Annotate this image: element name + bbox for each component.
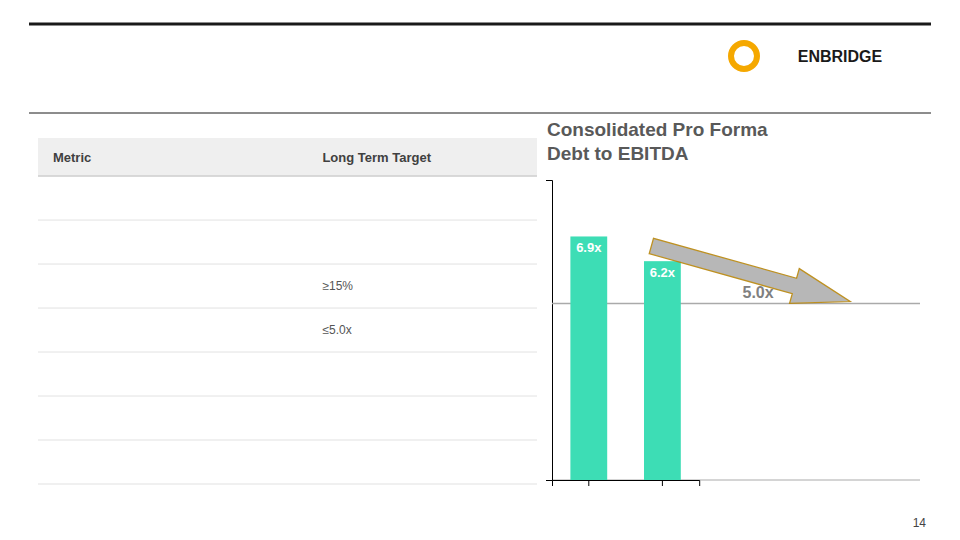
x-tick: [662, 480, 663, 486]
table-header: Metric: [53, 150, 91, 165]
x-tick-mark: [588, 480, 589, 486]
table-row-rule: [38, 264, 537, 265]
table-cell: ≤5.0x: [322, 323, 351, 337]
logo-text: ENBRIDGE: [798, 48, 883, 65]
second-rule: [29, 113, 931, 114]
table-row-rule: [38, 220, 537, 221]
x-axis-line: [553, 481, 700, 487]
x-axis: [553, 480, 700, 486]
table-cell: ≥15%: [322, 279, 353, 293]
page: ENBRIDGE Metric Long Term Target ≥15% ≤5.0x C…: [0, 0, 960, 540]
table: Metric Long Term Target ≥15% ≤5.0x: [38, 138, 537, 484]
y-axis: [546, 181, 553, 481]
table-row-rule: [38, 308, 537, 309]
y-axis-line: [546, 181, 553, 481]
plot: 6.9x 6.2x 5.0x: [546, 181, 920, 487]
bar: [570, 236, 607, 480]
data-label: 6.9x: [576, 240, 602, 255]
table-header: Long Term Target: [322, 150, 431, 165]
page-number: 14: [913, 516, 927, 530]
table-header-rule: [38, 176, 537, 177]
logo-mark: [731, 43, 757, 69]
x-tick-mark: [662, 480, 663, 486]
table-row-rule: [38, 352, 537, 353]
marks: [552, 236, 920, 480]
subtitle: Debt to EBITDA: [547, 143, 689, 164]
title: Consolidated Pro Forma: [547, 119, 768, 140]
target-line: [552, 303, 920, 305]
bar: [644, 261, 681, 480]
target-label: 5.0x: [743, 284, 774, 301]
table-row-rule: [38, 396, 537, 397]
table-header-bg: [38, 138, 537, 176]
data-label: 6.2x: [650, 265, 676, 280]
table-row-rule: [38, 440, 537, 441]
x-tick: [588, 480, 589, 486]
arrow: [649, 238, 850, 303]
top-rule: [29, 23, 931, 26]
table-row-rule: [38, 484, 537, 485]
